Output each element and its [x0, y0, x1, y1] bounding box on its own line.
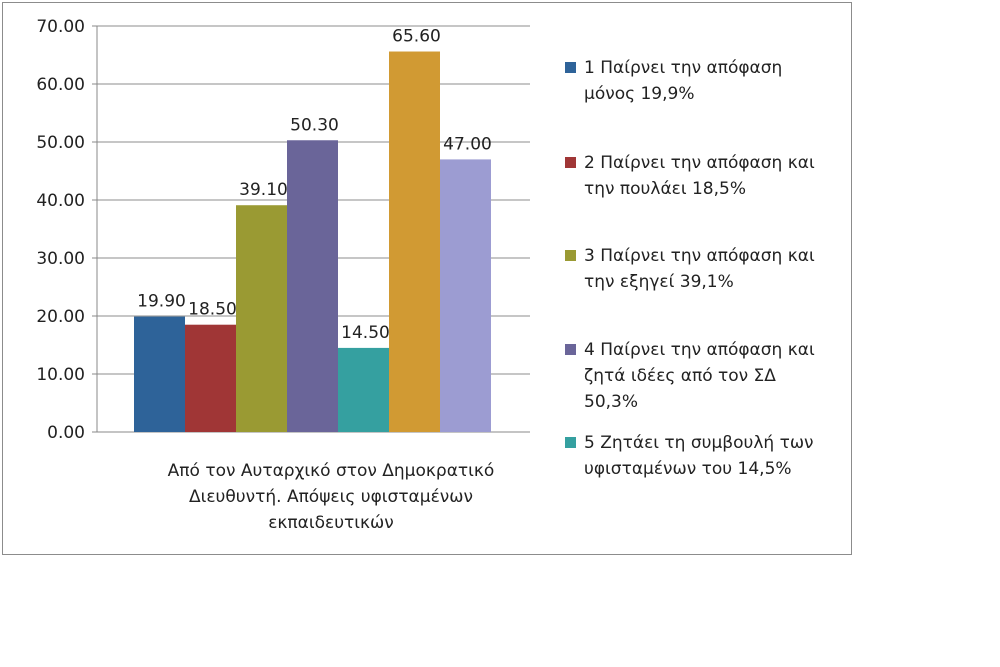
- bar-7: [440, 159, 491, 432]
- legend-text-3-line-2: την εξηγεί 39,1%: [584, 272, 734, 292]
- data-label-5: 14.50: [341, 323, 390, 343]
- legend-text-4-line-2: ζητά ιδέες από τον ΣΔ: [584, 366, 776, 386]
- bar-6: [389, 51, 440, 433]
- legend-text-1-line-2: μόνος 19,9%: [584, 84, 695, 104]
- legend-text-4-line-3: 50,3%: [584, 392, 639, 412]
- legend-text-2-line-2: την πουλάει 18,5%: [584, 179, 746, 199]
- category-label-line-1: Από τον Αυταρχικό στον Δημοκρατικό: [167, 461, 495, 481]
- legend-swatch-1: [565, 62, 576, 73]
- legend-text-1-line-1: 1 Παίρνει την απόφαση: [584, 58, 783, 78]
- legend-swatch-3: [565, 250, 576, 261]
- legend-text-5-line-1: 5 Ζητάει τη συμβουλή των: [584, 433, 814, 453]
- y-tick-label-4: 40.00: [36, 191, 85, 211]
- y-tick-label-1: 10.00: [36, 365, 85, 385]
- legend-text-5-line-2: υφισταμένων του 14,5%: [584, 459, 792, 479]
- category-label-line-3: εκπαιδευτικών: [268, 513, 394, 533]
- legend-text-4-line-1: 4 Παίρνει την απόφαση και: [584, 340, 815, 360]
- legend-item-3: 3 Παίρνει την απόφαση και την εξηγεί 39,…: [565, 243, 850, 295]
- data-label-4: 50.30: [290, 115, 339, 135]
- data-label-2: 18.50: [188, 300, 237, 320]
- data-label-1: 19.90: [137, 292, 186, 312]
- legend-swatch-5: [565, 437, 576, 448]
- legend-text-2-line-1: 2 Παίρνει την απόφαση και: [584, 153, 815, 173]
- data-label-7: 47.00: [443, 134, 492, 154]
- data-label-6: 65.60: [392, 27, 441, 47]
- y-tick-label-3: 30.00: [36, 249, 85, 269]
- y-tick-label-0: 0.00: [47, 423, 85, 443]
- legend-text-3-line-1: 3 Παίρνει την απόφαση και: [584, 246, 815, 266]
- y-tick-label-2: 20.00: [36, 307, 85, 327]
- y-tick-label-7: 70.00: [36, 17, 85, 37]
- bar-5: [338, 347, 389, 432]
- bar-2: [185, 324, 236, 432]
- y-tick-label-5: 50.00: [36, 133, 85, 153]
- y-tick-label-6: 60.00: [36, 75, 85, 95]
- legend-swatch-2: [565, 157, 576, 168]
- bar-3: [236, 205, 287, 432]
- category-label-line-2: Διευθυντή. Απόψεις υφισταμένων: [188, 487, 473, 507]
- bar-chart: 0.00 10.00 20.00 30.00 40.00 50.00 60.00 70.00 1…: [36, 17, 530, 443]
- legend-swatch-4: [565, 344, 576, 355]
- x-category-label: Από τον Αυταρχικό στον Δημοκρατικό Διευθ…: [131, 458, 531, 536]
- legend-item-2: 2 Παίρνει την απόφαση και την πουλάει 18…: [565, 150, 850, 202]
- bar-4: [287, 140, 338, 432]
- legend-item-5: 5 Ζητάει τη συμβουλή των υφισταμένων του…: [565, 430, 850, 482]
- bar-1: [134, 316, 185, 432]
- data-label-3: 39.10: [239, 180, 288, 200]
- chart-frame: 0.00 10.00 20.00 30.00 40.00 50.00 60.00 70.00 1…: [2, 2, 852, 555]
- legend-item-4: 4 Παίρνει την απόφαση και ζητά ιδέες από…: [565, 337, 850, 415]
- legend-item-1: 1 Παίρνει την απόφαση μόνος 19,9%: [565, 55, 850, 107]
